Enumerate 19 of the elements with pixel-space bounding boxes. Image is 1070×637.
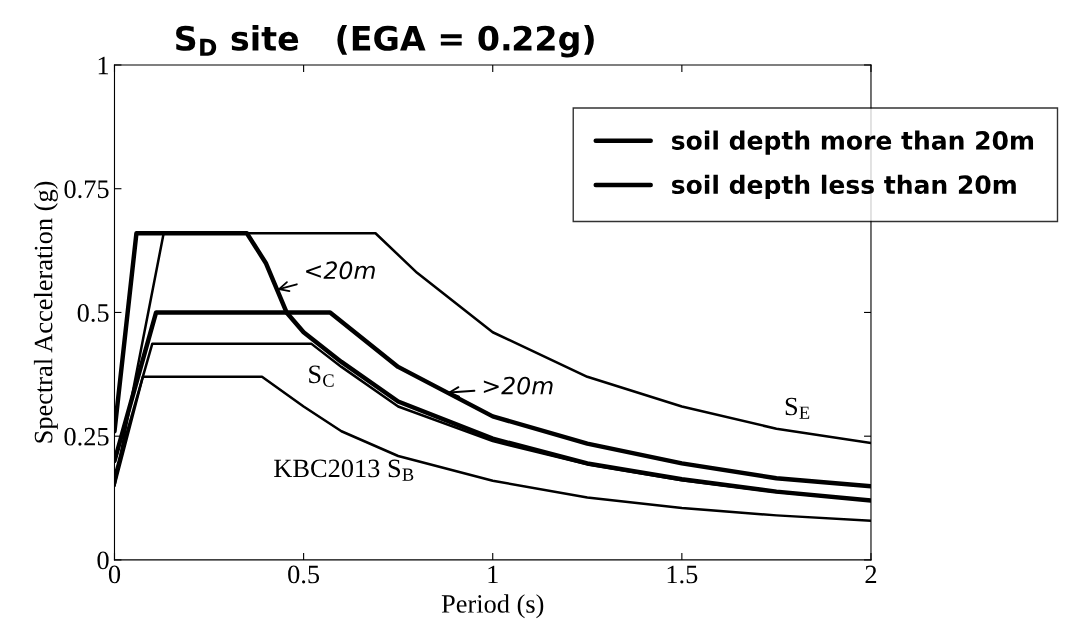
legend-label: soil depth more than 20m bbox=[672, 130, 1034, 155]
y-axis-title: Spectral Acceleration (g) bbox=[33, 181, 58, 443]
y-tick-label: 0.25 bbox=[64, 427, 109, 446]
x-axis-title: Period (s) bbox=[441, 594, 544, 619]
chart-title: S$_{D}$ site (EGA = 0.22g) bbox=[176, 25, 594, 58]
x-tick-label: 0.5 bbox=[288, 565, 320, 584]
x-tick-label: 2 bbox=[865, 565, 877, 584]
annotation: KBC2013 S$_{B}$ bbox=[274, 459, 414, 481]
annotation: >20m bbox=[483, 376, 553, 395]
legend-label: soil depth less than 20m bbox=[672, 174, 1016, 199]
y-tick-label: 0.75 bbox=[64, 180, 109, 199]
x-tick-label: 1.5 bbox=[667, 565, 698, 584]
y-tick-label: 0.5 bbox=[77, 304, 109, 322]
annotation: S$_{E}$ bbox=[785, 397, 810, 419]
y-tick-label: 1 bbox=[98, 56, 109, 75]
x-tick-label: 1 bbox=[488, 565, 498, 584]
annotation: <20m bbox=[306, 261, 375, 280]
annotation: S$_{C}$ bbox=[309, 365, 334, 387]
y-tick-label: 0 bbox=[97, 551, 109, 570]
